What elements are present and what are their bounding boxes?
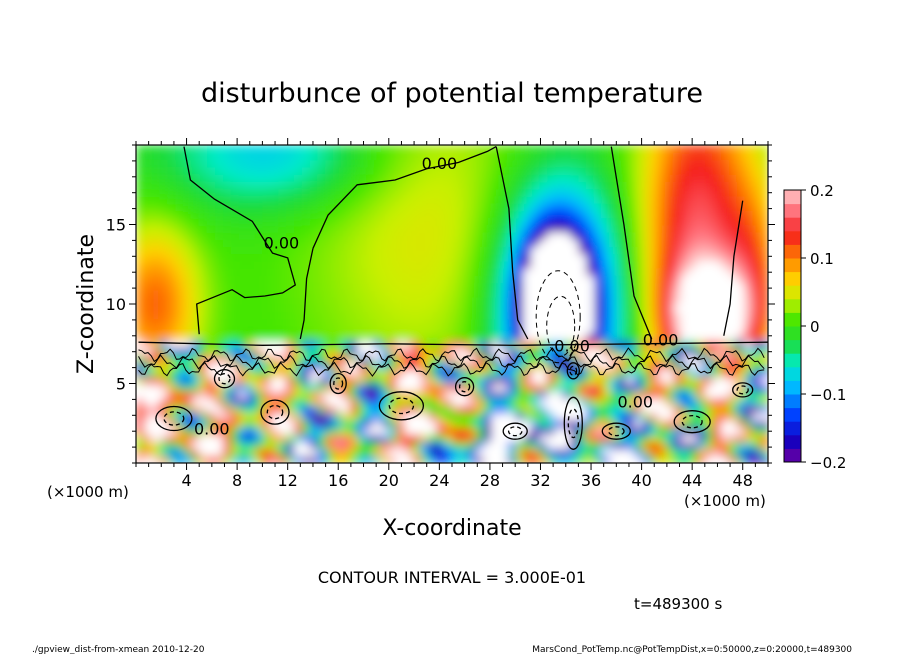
contour-line	[299, 248, 314, 340]
contour-loop	[163, 411, 185, 426]
colorbar-swatch	[784, 394, 801, 409]
heatmap-field	[136, 145, 768, 463]
footer-right: MarsCond_PotTemp.nc@PotTempDist,x=0:5000…	[532, 645, 852, 654]
colorbar-swatch	[784, 217, 801, 232]
colorbar-swatch	[784, 434, 801, 449]
x-unit-left: (×1000 m)	[47, 483, 129, 501]
contour-loop	[266, 404, 284, 420]
contour-labels: 0.00 0.00 0.00 0.00 0.00 0.00	[194, 154, 678, 439]
x-tick-label: 12	[278, 471, 298, 490]
contour-label: 0.00	[617, 392, 653, 411]
contour-label: 0.00	[194, 419, 230, 438]
footer-left: ./gpview_dist-from-xmean 2010-12-20	[32, 645, 205, 654]
contour-line	[138, 361, 765, 377]
colorbar-swatch	[784, 312, 801, 327]
y-tick-label: 5	[116, 375, 126, 394]
x-tick-label: 20	[379, 471, 399, 490]
x-tick-label: 32	[530, 471, 550, 490]
contour-loop	[732, 382, 754, 398]
contour-line	[183, 146, 297, 335]
x-tick-label: 24	[429, 471, 449, 490]
contour-loop	[673, 410, 711, 434]
y-axis: 5 10 15	[106, 144, 775, 464]
contour-loop	[329, 372, 347, 395]
contour-line	[312, 146, 497, 249]
contour-loop	[378, 391, 425, 421]
colorbar-swatch	[784, 285, 801, 300]
contour-loop	[502, 422, 528, 440]
colorbar: 0.2 0.1 0 −0.1 −0.2	[783, 182, 846, 472]
contour-label: 0.00	[264, 233, 300, 252]
y-tick-label: 15	[106, 216, 126, 235]
colorbar-swatch	[784, 421, 801, 436]
x-tick-label: 48	[733, 471, 753, 490]
contour-loop	[566, 362, 580, 380]
colorbar-swatch	[784, 448, 801, 463]
contour-line	[495, 146, 529, 340]
contour-loop	[454, 377, 475, 397]
colorbar-swatch	[784, 326, 801, 341]
contour-loop	[213, 369, 236, 389]
contour-label: 0.00	[643, 330, 679, 349]
x-tick-label: 44	[682, 471, 702, 490]
contour-loop	[507, 426, 523, 437]
colorbar-swatch	[784, 407, 801, 422]
contour-loop	[458, 381, 471, 393]
chart-title: disturbunce of potential temperature	[201, 78, 703, 109]
colorbar-swatch	[784, 366, 801, 381]
contour-dashed	[546, 295, 576, 357]
contour-line	[610, 146, 653, 340]
colorbar-swatch	[784, 230, 801, 245]
contour-dashed	[535, 270, 581, 364]
time-text: t=489300 s	[634, 595, 722, 613]
contour-loop	[601, 422, 631, 440]
contour-line	[723, 200, 744, 336]
x-tick-label: 28	[480, 471, 500, 490]
contour-loop	[567, 408, 579, 439]
colorbar-tick-label: 0.2	[810, 182, 834, 200]
contour-loop	[218, 373, 231, 385]
x-axis-label: X-coordinate	[382, 516, 521, 541]
contour-loop	[607, 426, 625, 437]
y-axis-label: Z-coordinate	[74, 234, 99, 374]
colorbar-swatch	[784, 203, 801, 218]
contour-loop	[155, 405, 193, 432]
colorbar-swatch	[784, 271, 801, 286]
contour-loop	[736, 385, 749, 395]
contour-loop	[563, 396, 583, 450]
colorbar-tick-label: −0.2	[810, 454, 846, 472]
colorbar-swatch	[784, 380, 801, 395]
x-tick-label: 16	[328, 471, 348, 490]
contour-lines	[138, 146, 768, 450]
x-axis: 4 8 12 16 20 24 28 32 36 40 44 48	[135, 138, 769, 490]
x-unit-right: (×1000 m)	[684, 492, 766, 510]
colorbar-swatch	[784, 339, 801, 354]
contour-loop	[569, 365, 578, 376]
colorbar-tick-label: −0.1	[810, 386, 846, 404]
contour-line	[138, 347, 765, 363]
colorbar-swatch	[784, 244, 801, 259]
plot-area: 0.00 0.00 0.00 0.00 0.00 0.00	[136, 145, 768, 463]
colorbar-tick-label: 0	[810, 318, 820, 336]
colorbar-swatch	[784, 298, 801, 313]
contour-loop	[260, 399, 290, 425]
colorbar-tick-label: 0.1	[810, 250, 834, 268]
colorbar-swatch	[784, 258, 801, 273]
y-tick-label: 10	[106, 295, 126, 314]
contour-line	[138, 354, 765, 370]
contour-loop	[681, 414, 703, 429]
x-tick-label: 40	[631, 471, 651, 490]
contour-interval-text: CONTOUR INTERVAL = 3.000E-01	[318, 568, 586, 587]
x-tick-label: 36	[581, 471, 601, 490]
contour-label: 0.00	[422, 154, 458, 173]
contour-label: 0.00	[554, 337, 590, 356]
x-tick-label: 8	[232, 471, 242, 490]
colorbar-swatch	[784, 190, 801, 205]
x-tick-label: 4	[181, 471, 191, 490]
contour-line	[138, 341, 768, 346]
contour-loop	[388, 397, 415, 415]
contour-loop	[333, 377, 344, 390]
colorbar-swatch	[784, 353, 801, 368]
